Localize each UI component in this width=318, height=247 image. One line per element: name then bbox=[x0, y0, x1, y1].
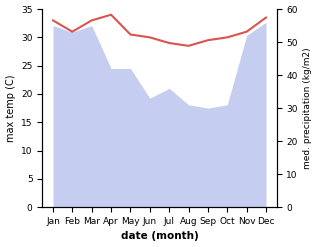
Y-axis label: med. precipitation (kg/m2): med. precipitation (kg/m2) bbox=[303, 47, 313, 169]
Y-axis label: max temp (C): max temp (C) bbox=[5, 74, 16, 142]
X-axis label: date (month): date (month) bbox=[121, 231, 198, 242]
